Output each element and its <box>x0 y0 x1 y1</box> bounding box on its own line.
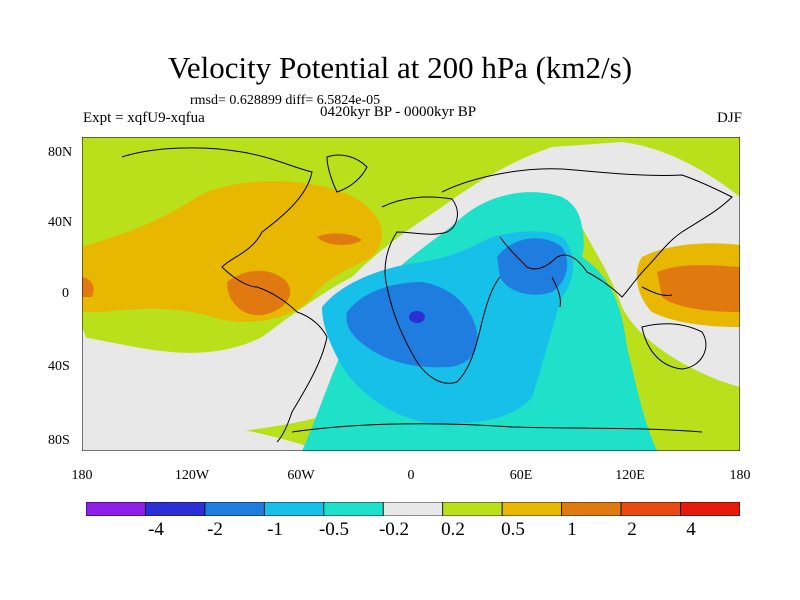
period-label: 0420kyr BP - 0000kyr BP <box>320 104 477 120</box>
colorbar-swatch <box>442 502 503 516</box>
colorbar-label: -0.5 <box>318 519 350 540</box>
field-yellow-americas <box>82 181 382 322</box>
x-tick-60E: 60E <box>509 468 533 483</box>
colorbar-label: -0.2 <box>378 519 410 540</box>
y-tick-80S: 80S <box>48 433 70 448</box>
colorbar-swatch <box>680 502 740 516</box>
field-orange-pacific-west <box>82 277 94 297</box>
x-tick-120W: 120W <box>174 468 210 483</box>
field-neutral-tail <box>82 327 322 451</box>
colorbar-label: 1 <box>567 519 577 540</box>
colorbar <box>86 502 740 516</box>
y-tick-0: 0 <box>62 286 69 301</box>
field-orange-americas <box>227 270 291 316</box>
y-tick-80N: 80N <box>48 145 73 160</box>
stats-line: rmsd= 0.628899 diff= 6.5824e-05 <box>190 93 381 108</box>
colorbar-swatch <box>86 502 146 516</box>
field-orange-pacific <box>657 264 740 312</box>
x-tick-180e: 180 <box>729 468 751 483</box>
colorbar-swatch <box>323 502 384 516</box>
colorbar-swatch <box>620 502 681 516</box>
coastlines <box>121 147 733 443</box>
field-blue-west <box>346 282 478 368</box>
colorbar-swatch <box>501 502 563 516</box>
colorbar-label: -4 <box>148 519 164 540</box>
map-title: Velocity Potential at 200 hPa (km2/s) <box>167 50 633 85</box>
colorbar-label: 4 <box>686 519 696 540</box>
y-tick-40N: 40N <box>48 215 73 230</box>
field-blue-east <box>497 238 568 295</box>
velocity-potential-map <box>82 137 740 451</box>
colorbar-swatch <box>145 502 206 516</box>
experiment-label: Expt = xqfU9-xqfua <box>83 110 205 126</box>
x-tick-120E: 120E <box>615 468 645 483</box>
x-tick-60W: 60W <box>287 468 315 483</box>
colorbar-label: 2 <box>627 519 637 540</box>
colorbar-swatch <box>263 502 325 516</box>
colorbar-swatch <box>382 502 444 516</box>
colorbar-label: -1 <box>267 519 283 540</box>
colorbar-label: 0.5 <box>501 519 525 540</box>
colorbar-swatch <box>561 502 622 516</box>
x-tick-0: 0 <box>407 468 415 483</box>
field-orange-atlantic <box>317 233 362 245</box>
colorbar-label: 0.2 <box>441 519 465 540</box>
season-label: DJF <box>716 110 742 126</box>
y-tick-40S: 40S <box>48 359 70 374</box>
colorbar-swatch <box>204 502 265 516</box>
field-darkblue-core <box>409 311 425 323</box>
x-tick-180w: 180 <box>71 468 93 483</box>
colorbar-label: -2 <box>207 519 223 540</box>
